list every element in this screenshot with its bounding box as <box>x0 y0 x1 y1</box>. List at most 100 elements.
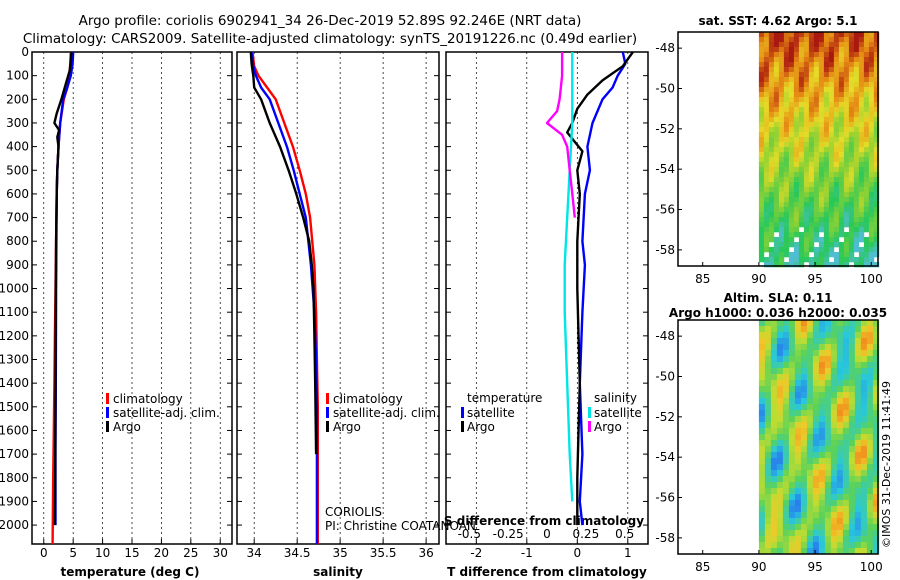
sst-cell <box>843 157 850 163</box>
sst-cell <box>823 142 830 148</box>
y-tick-label: 1700 <box>0 447 29 461</box>
sst-cell <box>823 212 830 218</box>
sla-cell <box>788 458 796 465</box>
map-y-tick-label: -58 <box>655 531 675 545</box>
sst-cell <box>828 197 835 203</box>
sla-cell <box>818 338 826 345</box>
sst-cell <box>763 42 770 48</box>
sst-cell <box>838 62 845 68</box>
sst-cell <box>863 192 870 198</box>
sla-cell <box>854 476 862 483</box>
sst-cell <box>773 202 780 208</box>
sst-cell <box>823 137 830 143</box>
sla-cell <box>782 536 790 543</box>
sst-cell <box>758 212 765 218</box>
sst-cell <box>848 132 855 138</box>
sla-cell <box>866 428 874 435</box>
sst-cell <box>803 42 810 48</box>
sst-cell <box>788 212 795 218</box>
sla-cell <box>788 398 796 405</box>
sst-cell <box>758 147 765 153</box>
sst-cell <box>843 82 850 88</box>
sla-cell <box>782 518 790 525</box>
sla-cell <box>842 548 850 555</box>
sst-cell <box>793 257 800 263</box>
sst-cell <box>773 87 780 93</box>
sst-cell <box>813 57 820 63</box>
sst-cell <box>828 112 835 118</box>
legend-swatch-t-satellite <box>461 407 464 418</box>
sst-cell <box>773 142 780 148</box>
sst-cell <box>778 132 785 138</box>
sla-cell <box>872 518 880 525</box>
map-y-tick-label: -48 <box>655 329 675 343</box>
sst-cell <box>873 247 880 253</box>
sla-cell <box>872 428 880 435</box>
sst-cell <box>863 122 870 128</box>
sla-cell <box>800 506 808 513</box>
sst-cell <box>763 62 770 68</box>
sst-cell <box>828 52 835 58</box>
sst-cell <box>758 257 765 263</box>
sla-cell <box>830 368 838 375</box>
sst-cell <box>823 262 830 268</box>
sst-cell <box>793 112 800 118</box>
sst-cell <box>798 187 805 193</box>
sst-cell <box>843 257 850 263</box>
sst-cell <box>758 97 765 103</box>
sst-cell <box>803 162 810 168</box>
legend-label-climatology: climatology <box>333 392 403 406</box>
sst-cell <box>803 37 810 43</box>
map-y-tick-label: -56 <box>655 203 675 217</box>
sst-cell <box>773 247 780 253</box>
sst-cell <box>823 112 830 118</box>
sla-cell <box>806 428 814 435</box>
sst-cell <box>853 162 860 168</box>
sst-cell <box>868 257 875 263</box>
sst-cell <box>838 92 845 98</box>
sst-cell <box>868 212 875 218</box>
sst-cell <box>843 112 850 118</box>
sst-cell <box>868 82 875 88</box>
sst-cell <box>763 202 770 208</box>
sst-cell <box>793 137 800 143</box>
sla-cell <box>764 428 772 435</box>
sst-cell <box>773 102 780 108</box>
sst-cell <box>803 172 810 178</box>
sla-cell <box>794 416 802 423</box>
sla-cell <box>812 536 820 543</box>
sla-cell <box>776 482 784 489</box>
sst-cell <box>798 137 805 143</box>
sla-cell <box>758 410 766 417</box>
sla-cell <box>800 428 808 435</box>
sla-cell <box>842 380 850 387</box>
sla-cell <box>824 428 832 435</box>
sla-cell <box>782 410 790 417</box>
sst-cell <box>813 77 820 83</box>
sst-cell <box>768 107 775 113</box>
sst-cell <box>758 152 765 158</box>
sla-cell <box>806 506 814 513</box>
sla-cell <box>818 476 826 483</box>
sla-cell <box>770 374 778 381</box>
sla-cell <box>866 506 874 513</box>
sla-cell <box>866 524 874 531</box>
sst-cell <box>788 112 795 118</box>
sla-cell <box>806 536 814 543</box>
sst-cell <box>828 47 835 53</box>
sst-cell <box>808 217 815 223</box>
sst-cell <box>788 232 795 238</box>
sst-cell <box>808 147 815 153</box>
sla-cell <box>782 470 790 477</box>
sla-cell <box>776 422 784 429</box>
sla-cell <box>806 440 814 447</box>
sst-cell <box>843 262 850 268</box>
sla-cell <box>764 416 772 423</box>
sla-cell <box>794 530 802 537</box>
sst-cell <box>858 87 865 93</box>
sst-cell <box>848 117 855 123</box>
sla-cell <box>812 452 820 459</box>
sla-cell <box>830 338 838 345</box>
sla-cell <box>770 434 778 441</box>
sla-cell <box>758 524 766 531</box>
